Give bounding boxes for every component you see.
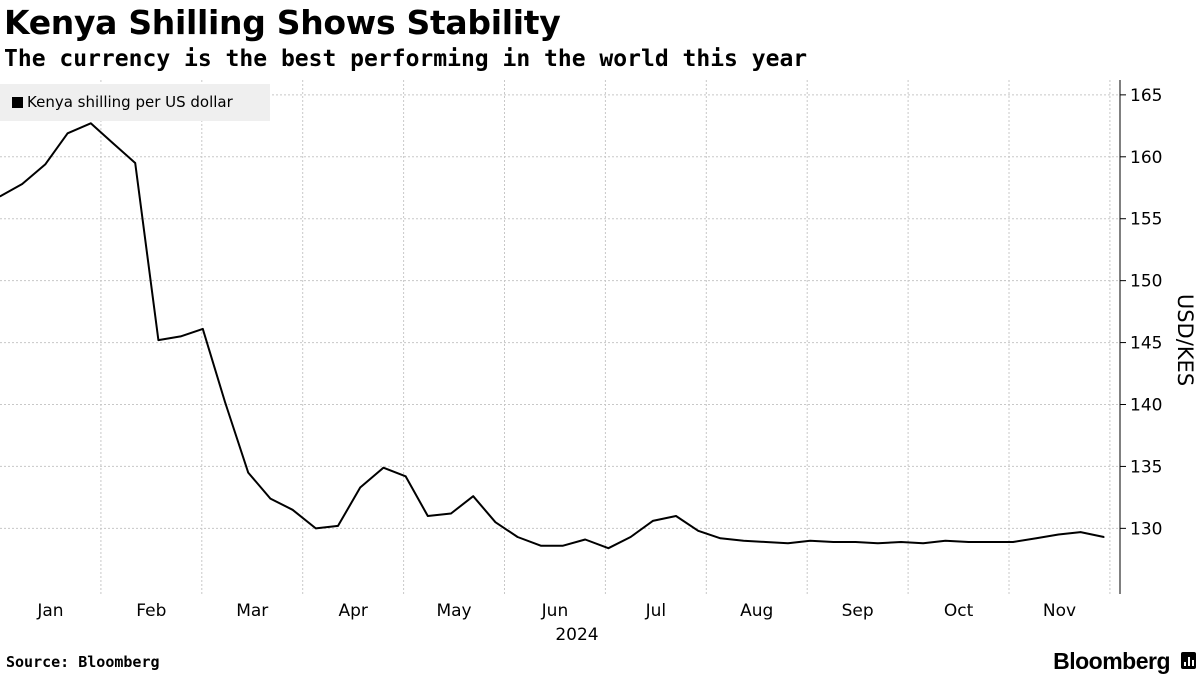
data-point bbox=[900, 541, 902, 543]
data-point bbox=[202, 328, 204, 330]
data-point bbox=[652, 520, 654, 522]
data-point bbox=[1012, 541, 1014, 543]
series-line-0 bbox=[0, 122, 1105, 550]
data-point bbox=[157, 339, 160, 341]
x-tick-label-oct: Oct bbox=[944, 601, 974, 621]
data-point bbox=[675, 515, 677, 517]
data-point bbox=[1079, 531, 1082, 533]
data-point bbox=[450, 512, 452, 515]
data-point bbox=[90, 122, 92, 125]
x-tick-label-nov: Nov bbox=[1043, 601, 1076, 621]
data-point bbox=[359, 486, 362, 489]
data-point bbox=[562, 544, 564, 547]
x-tick-label-sep: Sep bbox=[842, 601, 874, 621]
data-point bbox=[787, 542, 789, 545]
x-tick-label-apr: Apr bbox=[338, 601, 367, 621]
data-point bbox=[1057, 533, 1060, 536]
y-tick-label-160: 160 bbox=[1130, 148, 1162, 168]
data-point bbox=[540, 544, 542, 547]
data-point bbox=[922, 542, 925, 545]
data-point bbox=[66, 132, 69, 135]
data-point bbox=[990, 541, 992, 543]
data-point bbox=[1035, 537, 1038, 540]
y-tick-label-165: 165 bbox=[1130, 86, 1162, 106]
axis-layer bbox=[1119, 80, 1126, 594]
data-point bbox=[269, 497, 272, 500]
data-point bbox=[315, 527, 317, 530]
x-axis-year-label: 2024 bbox=[555, 625, 598, 645]
data-point bbox=[0, 195, 1, 198]
grid-layer bbox=[0, 80, 1120, 594]
data-point bbox=[382, 466, 385, 469]
data-point bbox=[404, 475, 407, 478]
bloomberg-chart-icon bbox=[1181, 652, 1196, 669]
data-point bbox=[719, 537, 722, 540]
data-point bbox=[427, 515, 429, 517]
data-point bbox=[516, 536, 519, 538]
data-point bbox=[337, 525, 339, 527]
x-tick-label-feb: Feb bbox=[136, 601, 166, 621]
legend-swatch bbox=[12, 97, 23, 108]
data-point bbox=[134, 162, 137, 164]
data-point bbox=[291, 508, 294, 511]
x-tick-label-may: May bbox=[436, 601, 471, 621]
x-tick-label-aug: Aug bbox=[740, 601, 773, 621]
chart-title: Kenya Shilling Shows Stability bbox=[4, 3, 561, 42]
legend-label: Kenya shilling per US dollar bbox=[27, 93, 233, 111]
x-tick-label-jan: Jan bbox=[36, 601, 63, 621]
data-point bbox=[584, 538, 587, 541]
legend: Kenya shilling per US dollar bbox=[0, 84, 270, 121]
data-point bbox=[224, 401, 226, 403]
data-point bbox=[472, 495, 475, 497]
y-tick-label-130: 130 bbox=[1130, 519, 1162, 539]
data-point bbox=[832, 541, 835, 543]
data-point bbox=[765, 541, 767, 543]
x-tick-label-mar: Mar bbox=[236, 601, 268, 621]
x-tick-label-jun: Jun bbox=[541, 601, 569, 621]
source-note: Source: Bloomberg bbox=[6, 653, 160, 671]
data-point bbox=[742, 539, 745, 542]
brand-logo: Bloomberg bbox=[1053, 648, 1170, 674]
data-point bbox=[607, 547, 610, 549]
data-point bbox=[21, 183, 23, 185]
chart-subtitle: The currency is the best performing in t… bbox=[4, 46, 808, 72]
data-point bbox=[854, 541, 857, 543]
y-tick-label-145: 145 bbox=[1130, 334, 1162, 354]
data-point bbox=[944, 539, 947, 542]
data-point bbox=[247, 471, 250, 474]
label-layer: 130 135 140 145 150 155 160 165 Jan Feb Mar Apr May J… bbox=[36, 86, 1197, 645]
data-point bbox=[1103, 536, 1105, 538]
series-layer bbox=[0, 122, 1105, 550]
data-point bbox=[494, 521, 497, 523]
data-point bbox=[697, 530, 700, 532]
x-tick-label-jul: Jul bbox=[645, 601, 667, 621]
y-tick-label-150: 150 bbox=[1130, 272, 1162, 292]
y-tick-label-140: 140 bbox=[1130, 396, 1162, 416]
data-point bbox=[809, 539, 812, 542]
data-point bbox=[629, 536, 632, 538]
y-tick-label-155: 155 bbox=[1130, 210, 1162, 230]
data-point bbox=[967, 541, 970, 543]
data-point bbox=[179, 335, 182, 338]
y-axis-label: USD/KES bbox=[1173, 294, 1197, 386]
data-point bbox=[44, 163, 47, 166]
y-tick-label-135: 135 bbox=[1130, 457, 1162, 477]
data-point bbox=[877, 542, 879, 545]
data-point bbox=[112, 142, 114, 144]
